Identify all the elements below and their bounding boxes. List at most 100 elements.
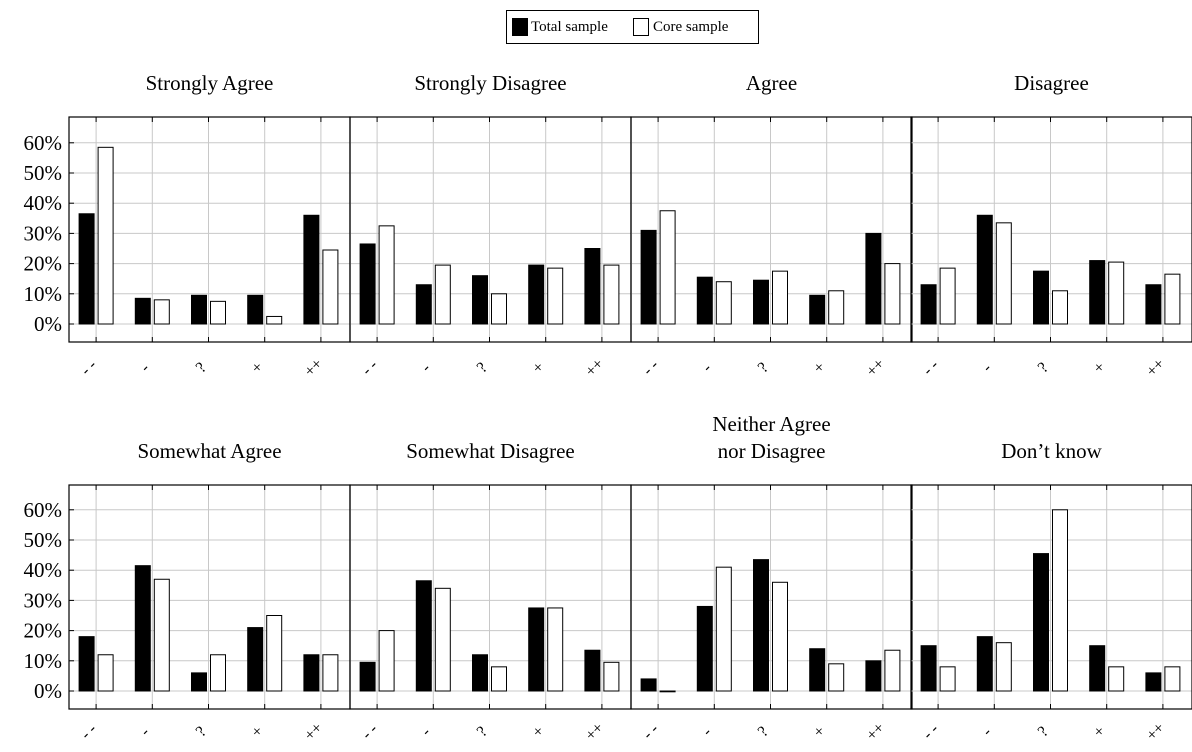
bar-core: [210, 654, 226, 692]
bar-core: [1164, 666, 1181, 692]
bar-core: [434, 587, 451, 692]
x-tick-label: ++: [1143, 719, 1168, 744]
bar-core: [97, 654, 114, 692]
bar-core: [547, 267, 564, 325]
bar-core: [995, 222, 1012, 325]
panel-frame: [630, 116, 913, 343]
x-tick-label: +: [810, 359, 828, 377]
bar-total: [584, 649, 601, 692]
x-tick-label: +: [810, 723, 828, 741]
bar-total: [134, 565, 151, 692]
bar-total: [303, 214, 320, 325]
bar-total: [247, 294, 264, 325]
bar-core: [266, 615, 283, 692]
x-tick-label: - -: [359, 357, 381, 379]
bar-total: [191, 294, 207, 325]
bar-core: [210, 300, 226, 325]
x-tick-label: ?: [474, 723, 491, 740]
bar-total: [78, 636, 95, 692]
bar-core: [322, 249, 339, 325]
x-tick-label: ++: [863, 355, 888, 380]
bar-total: [753, 279, 769, 325]
bar-core: [1052, 290, 1068, 325]
bar-core: [715, 281, 732, 325]
x-tick-label: -: [418, 360, 434, 376]
bar-core: [1108, 666, 1125, 692]
bar-total: [640, 678, 657, 692]
y-tick-label: 60%: [24, 131, 63, 155]
x-tick-label: - -: [78, 357, 100, 379]
y-tick-label: 0%: [34, 312, 62, 336]
panel-frame: [630, 484, 913, 710]
x-tick-label: +: [248, 359, 266, 377]
x-tick-label: -: [979, 360, 995, 376]
bar-total: [415, 580, 432, 692]
panel-title: Agree: [746, 71, 797, 95]
bar-total: [809, 648, 826, 692]
bar-total: [1089, 260, 1106, 325]
panel-title: Somewhat Disagree: [406, 439, 575, 463]
bar-total: [472, 275, 488, 325]
x-tick-label: - -: [640, 357, 662, 379]
legend-swatch-core: [633, 18, 649, 36]
bar-total: [415, 284, 432, 325]
y-tick-label: 10%: [24, 282, 63, 306]
bar-core: [772, 270, 788, 325]
bar-total: [976, 636, 993, 692]
bar-total: [528, 607, 545, 692]
bar-total: [976, 214, 993, 325]
panel-title: Strongly Agree: [146, 71, 274, 95]
bar-total: [696, 605, 713, 692]
bar-total: [640, 229, 657, 325]
y-tick-label: 50%: [24, 528, 63, 552]
bar-total: [78, 213, 95, 325]
y-tick-label: 60%: [24, 498, 63, 522]
x-tick-label: ++: [301, 719, 326, 744]
x-tick-label: -: [699, 360, 715, 376]
bar-core: [659, 210, 676, 325]
bar-core: [1052, 509, 1068, 692]
panel-title: Disagree: [1014, 71, 1089, 95]
x-tick-label: -: [979, 724, 995, 740]
bar-core: [378, 630, 395, 692]
bar-core: [828, 290, 845, 325]
bar-core: [97, 146, 114, 325]
y-tick-label: 10%: [24, 649, 63, 673]
bar-total: [809, 294, 826, 325]
x-tick-label: ?: [755, 723, 772, 740]
bar-core: [153, 299, 170, 325]
legend-swatch-total: [512, 18, 528, 36]
y-tick-label: 40%: [24, 191, 63, 215]
bar-total: [1033, 270, 1049, 325]
x-tick-label: ++: [863, 719, 888, 744]
bar-core: [322, 654, 339, 692]
bar-core: [1164, 273, 1181, 325]
x-tick-label: ?: [755, 359, 772, 376]
legend-label-core: Core sample: [653, 19, 729, 35]
bar-total: [865, 660, 882, 692]
x-tick-label: +: [1090, 359, 1108, 377]
bar-total: [865, 232, 882, 325]
x-tick-label: ?: [1035, 359, 1052, 376]
x-tick-label: +: [529, 359, 547, 377]
bar-total: [359, 243, 376, 325]
x-tick-label: +: [1090, 723, 1108, 741]
x-tick-label: - -: [920, 357, 942, 379]
y-tick-label: 20%: [24, 252, 63, 276]
x-tick-label: - -: [920, 721, 942, 743]
panel-frame: [910, 116, 1192, 343]
bar-core: [939, 267, 956, 325]
bar-total: [1145, 672, 1162, 692]
bar-total: [247, 627, 264, 692]
panel-title: Somewhat Agree: [137, 439, 281, 463]
x-tick-label: -: [418, 724, 434, 740]
bar-core: [378, 225, 395, 325]
bar-core: [1108, 261, 1125, 325]
x-tick-label: - -: [78, 721, 100, 743]
panel-title: Strongly Disagree: [414, 71, 566, 95]
bar-core: [772, 581, 788, 692]
x-tick-label: ++: [1143, 355, 1168, 380]
x-tick-label: ?: [1035, 723, 1052, 740]
x-tick-label: -: [699, 724, 715, 740]
